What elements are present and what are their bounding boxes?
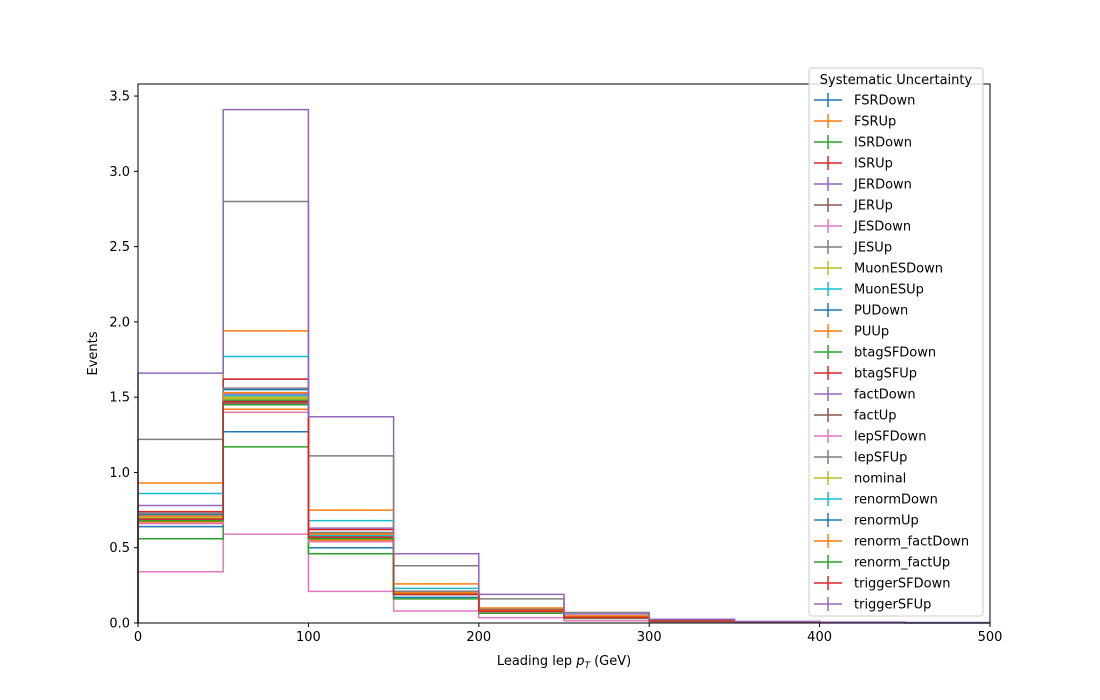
- x-tick-label: 400: [807, 630, 832, 645]
- legend-label: JERUp: [853, 199, 893, 214]
- legend-entry: renorm_factDown: [814, 534, 969, 550]
- legend-entry: factDown: [814, 387, 916, 403]
- legend-label: triggerSFDown: [854, 577, 950, 592]
- y-tick-label: 0.5: [109, 541, 130, 556]
- legend-label: lepSFDown: [854, 430, 926, 445]
- legend-label: PUUp: [854, 325, 889, 340]
- plot-frame: [137, 83, 991, 624]
- legend-entry: lepSFUp: [814, 450, 907, 466]
- legend-label: JESUp: [853, 241, 892, 256]
- legend-entry: renormDown: [814, 492, 938, 508]
- legend-label: renormDown: [854, 493, 938, 508]
- legend-entry: PUDown: [814, 303, 908, 319]
- x-tick-label: 200: [466, 630, 491, 645]
- legend-label: FSRDown: [854, 94, 915, 109]
- x-tick-label: 300: [637, 630, 662, 645]
- legend-entry: btagSFUp: [814, 366, 917, 382]
- y-axis-label: Events: [86, 331, 101, 375]
- legend-entry: ISRDown: [814, 135, 912, 151]
- legend-entry: triggerSFDown: [814, 576, 950, 592]
- legend-entry: MuonESDown: [814, 261, 943, 277]
- legend-entry: btagSFDown: [814, 345, 936, 361]
- legend-label: nominal: [854, 472, 906, 487]
- y-axis-ticks: 0.0 0.5 1.0 1.5 2.0 2.5 3.0 3.5: [109, 90, 138, 632]
- legend-label: FSRUp: [854, 115, 896, 130]
- y-tick-label: 3.0: [109, 165, 130, 180]
- x-axis-ticks: 0 100 200 300 400 500: [134, 623, 1003, 645]
- legend-label: MuonESDown: [854, 262, 943, 277]
- x-tick-label: 100: [296, 630, 321, 645]
- legend-label: MuonESUp: [854, 283, 924, 298]
- y-tick-label: 2.0: [109, 315, 130, 330]
- legend-entry: lepSFDown: [814, 429, 926, 445]
- legend-label: PUDown: [854, 304, 908, 319]
- legend-entry: JERDown: [814, 177, 912, 193]
- legend-label: factDown: [854, 388, 916, 403]
- legend-entry: triggerSFUp: [814, 597, 931, 613]
- legend-entry: JESUp: [814, 240, 892, 256]
- y-tick-label: 3.5: [109, 90, 130, 105]
- legend-entry: factUp: [814, 408, 897, 424]
- legend-label: renormUp: [854, 514, 919, 529]
- series-line-triggerSFUp: [137, 108, 990, 624]
- y-tick-label: 1.5: [109, 391, 130, 406]
- legend-label: renorm_factDown: [854, 535, 969, 550]
- legend-label: JERDown: [853, 178, 912, 193]
- x-tick-label: 500: [978, 630, 1003, 645]
- legend-label: JESDown: [853, 220, 911, 235]
- legend-entry: ISRUp: [814, 156, 893, 172]
- legend-label: lepSFUp: [854, 451, 907, 466]
- legend-entry: nominal: [814, 471, 906, 487]
- legend-label: ISRUp: [854, 157, 893, 172]
- legend-box: [808, 67, 984, 617]
- legend-title: Systematic Uncertainty: [820, 73, 973, 88]
- legend-label: renorm_factUp: [854, 556, 950, 571]
- legend-entry: MuonESUp: [814, 282, 924, 298]
- legend-entries: FSRDown FSRUp ISRDown ISRUp JERDown JERUp JESD…: [814, 93, 969, 613]
- legend-entry: JERUp: [814, 198, 893, 214]
- legend: Systematic Uncertainty FSRDown FSRUp ISRDo…: [808, 67, 984, 617]
- y-tick-label: 1.0: [109, 466, 130, 481]
- y-tick-label: 0.0: [109, 617, 130, 632]
- legend-label: factUp: [854, 409, 897, 424]
- legend-entry: JESDown: [814, 219, 911, 235]
- x-tick-label: 0: [134, 630, 142, 645]
- legend-label: btagSFDown: [854, 346, 936, 361]
- legend-entry: PUUp: [814, 324, 889, 340]
- legend-label: triggerSFUp: [854, 598, 931, 613]
- legend-entry: renorm_factUp: [814, 555, 950, 571]
- legend-entry: renormUp: [814, 513, 919, 529]
- legend-entry: FSRDown: [814, 93, 915, 109]
- legend-entry: FSRUp: [814, 114, 896, 130]
- y-tick-label: 2.5: [109, 240, 130, 255]
- x-axis-label: Leading lep pT (GeV): [497, 654, 631, 671]
- legend-label: ISRDown: [854, 136, 912, 151]
- legend-label: btagSFUp: [854, 367, 917, 382]
